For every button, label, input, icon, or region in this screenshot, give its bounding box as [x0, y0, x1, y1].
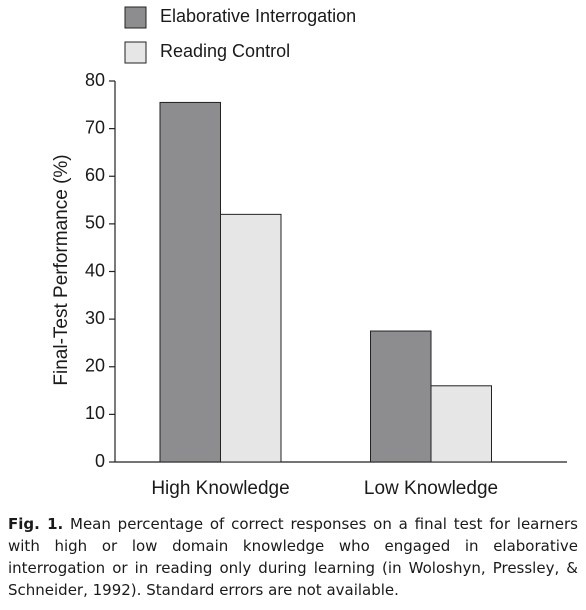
y-tick-label: 70: [85, 117, 105, 137]
legend-swatch: [124, 6, 147, 29]
caption-label: Fig. 1.: [8, 515, 64, 533]
y-tick-label: 60: [85, 165, 105, 185]
bar: [370, 330, 432, 463]
caption: Fig. 1. Mean percentage of correct respo…: [8, 513, 578, 601]
y-tick-label: 40: [85, 260, 105, 280]
bar: [430, 385, 492, 463]
y-tick-label: 50: [85, 213, 105, 233]
bar: [159, 101, 221, 463]
caption-text: Mean percentage of correct responses on …: [8, 515, 578, 599]
bar: [220, 213, 282, 463]
legend-swatch: [124, 41, 147, 64]
chart: Final-Test Performance (%) 0 10 20 30 40 50 60…: [51, 6, 567, 499]
y-tick-label: 30: [85, 308, 105, 328]
y-tick-label: 10: [85, 403, 105, 423]
legend-label: Reading Control: [160, 41, 290, 61]
y-tick-label: 20: [85, 356, 105, 376]
y-tick-label: 80: [85, 70, 105, 90]
legend-label: Elaborative Interrogation: [160, 6, 356, 26]
y-axis-label: Final-Test Performance (%): [51, 154, 72, 385]
y-tick-label: 0: [95, 451, 105, 471]
x-tick-label: High Knowledge: [151, 478, 289, 499]
x-tick-label: Low Knowledge: [364, 478, 498, 499]
